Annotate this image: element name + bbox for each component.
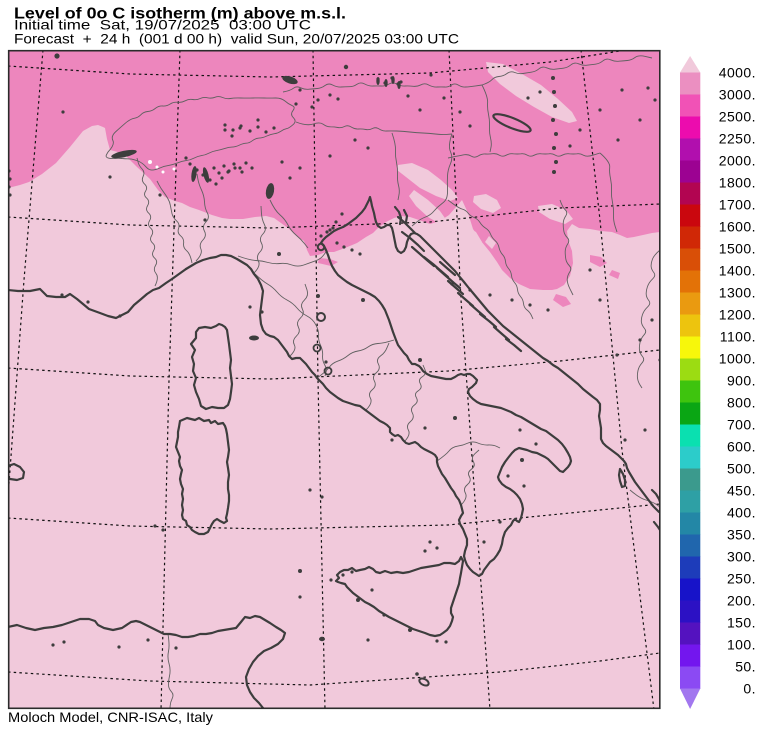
svg-text:250.: 250. bbox=[727, 571, 756, 587]
svg-text:Initial time Sat, 19/07/2025: Initial time Sat, 19/07/2025 03:00 UTC bbox=[14, 16, 311, 32]
svg-text:900.: 900. bbox=[727, 373, 756, 389]
svg-text:2000.: 2000. bbox=[719, 153, 756, 169]
svg-text:600.: 600. bbox=[727, 439, 756, 455]
svg-text:800.: 800. bbox=[727, 395, 756, 411]
svg-text:150.: 150. bbox=[727, 615, 756, 631]
svg-text:1700.: 1700. bbox=[719, 197, 756, 213]
svg-text:Moloch Model, CNR-ISAC, Italy: Moloch Model, CNR-ISAC, Italy bbox=[8, 709, 213, 725]
svg-text:0.: 0. bbox=[743, 681, 756, 697]
svg-text:1000.: 1000. bbox=[719, 351, 756, 367]
svg-text:300.: 300. bbox=[727, 549, 756, 565]
svg-text:400.: 400. bbox=[727, 505, 756, 521]
svg-text:2250.: 2250. bbox=[719, 131, 756, 147]
svg-text:4000.: 4000. bbox=[719, 65, 756, 81]
svg-text:200.: 200. bbox=[727, 593, 756, 609]
svg-text:1800.: 1800. bbox=[719, 175, 756, 191]
svg-text:3000.: 3000. bbox=[719, 87, 756, 103]
svg-text:2500.: 2500. bbox=[719, 109, 756, 125]
svg-text:1300.: 1300. bbox=[719, 285, 756, 301]
svg-text:700.: 700. bbox=[727, 417, 756, 433]
svg-text:1200.: 1200. bbox=[719, 307, 756, 323]
svg-text:350.: 350. bbox=[727, 527, 756, 543]
svg-text:50.: 50. bbox=[735, 659, 756, 675]
svg-text:1400.: 1400. bbox=[719, 263, 756, 279]
svg-text:Forecast + 24 h (001 d 00 h: Forecast + 24 h (001 d 00 h) valid Sun, … bbox=[14, 31, 459, 47]
svg-text:1100.: 1100. bbox=[720, 329, 756, 345]
svg-text:450.: 450. bbox=[727, 483, 756, 499]
svg-text:Level of 0o C isotherm (m) abo: Level of 0o C isotherm (m) above m.s.l. bbox=[14, 6, 346, 23]
svg-text:100.: 100. bbox=[727, 637, 756, 653]
svg-text:500.: 500. bbox=[727, 461, 756, 477]
svg-text:1500.: 1500. bbox=[719, 241, 756, 257]
svg-text:1600.: 1600. bbox=[719, 219, 756, 235]
